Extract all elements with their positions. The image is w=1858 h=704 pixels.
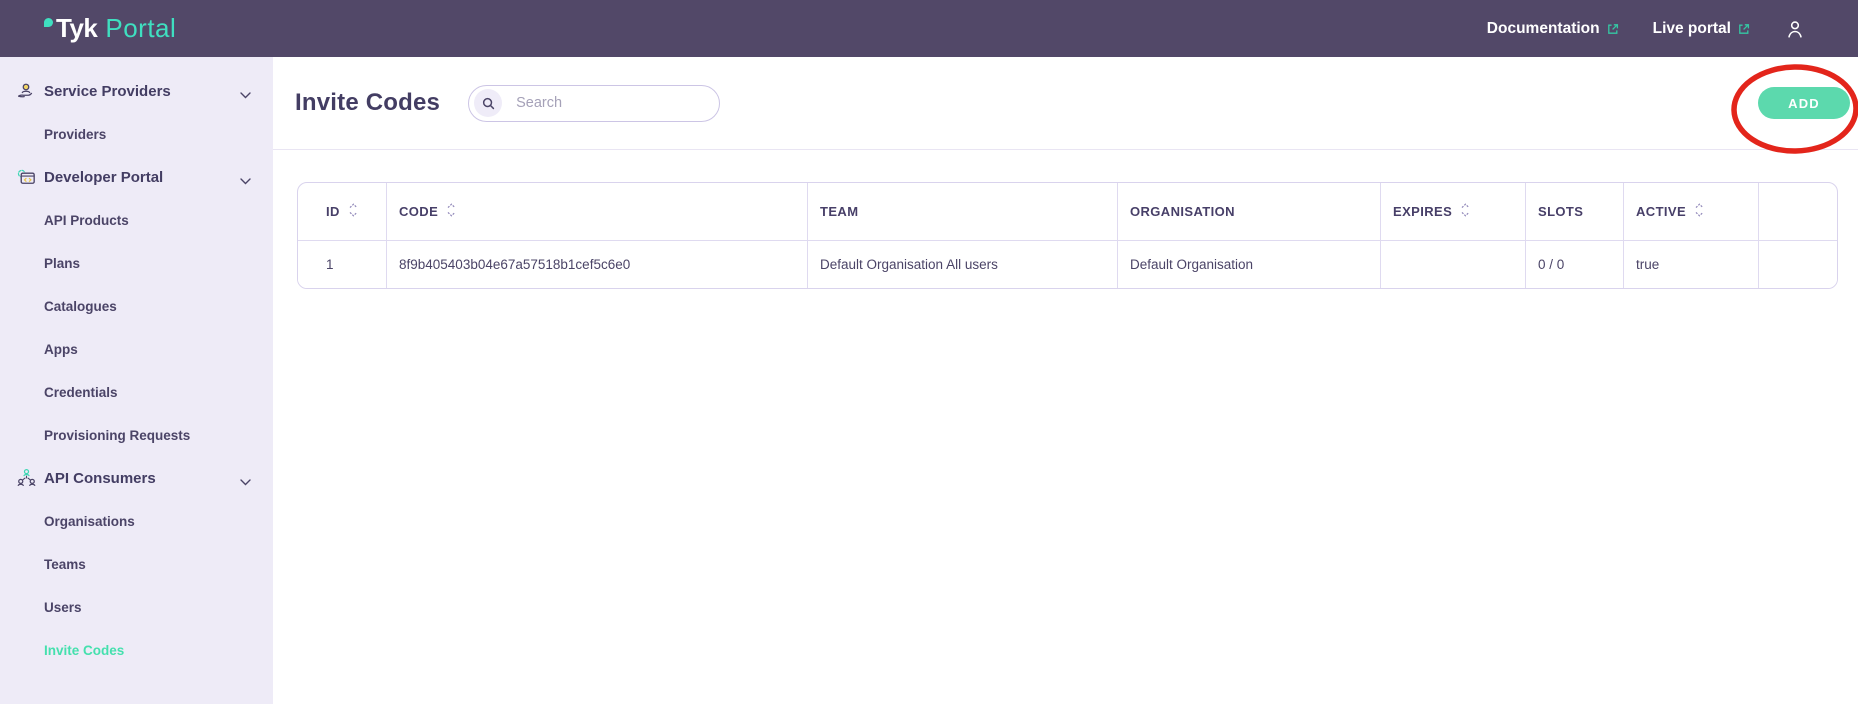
column-header-slots: SLOTS <box>1526 183 1624 241</box>
documentation-link-label: Documentation <box>1486 19 1600 37</box>
column-header-code[interactable]: CODE <box>387 183 808 241</box>
table-cell-organisation: Default Organisation <box>1118 241 1381 288</box>
sidebar-item-label: Providers <box>44 127 107 142</box>
external-link-icon <box>1739 23 1750 34</box>
live-portal-link-label: Live portal <box>1652 19 1731 37</box>
chevron-down-icon <box>240 473 251 491</box>
tyk-leaf-icon <box>44 18 53 27</box>
sidebar-section-label: Service Providers <box>44 83 171 100</box>
column-header-label: ID <box>326 204 340 219</box>
chevron-down-icon <box>240 86 251 104</box>
table-cell-empty <box>1759 241 1837 288</box>
invite-codes-table-wrap: ID CODE TEAM ORGANISATION EXPIRES SLOTS ACTIVE… <box>297 182 1838 289</box>
sidebar-item-label: Apps <box>44 342 78 357</box>
column-header-id[interactable]: ID <box>298 183 387 241</box>
sidebar-item-invite-codes[interactable]: Invite Codes <box>0 629 273 672</box>
column-header-expires[interactable]: EXPIRES <box>1381 183 1526 241</box>
table-cell-code: 8f9b405403b04e67a57518b1cef5c6e0 <box>387 241 808 288</box>
sidebar-item-plans[interactable]: Plans <box>0 242 273 285</box>
developer-portal-icon <box>13 166 39 189</box>
table-row[interactable]: 1 8f9b405403b04e67a57518b1cef5c6e0 Default… <box>298 241 1837 288</box>
external-link-icon <box>1607 23 1618 34</box>
column-header-label: SLOTS <box>1538 204 1584 219</box>
sidebar-item-api-products[interactable]: API Products <box>0 199 273 242</box>
sidebar-item-label: Teams <box>44 557 86 572</box>
column-header-label: TEAM <box>820 204 859 219</box>
logo-brand-text: Tyk <box>56 13 98 43</box>
sidebar-item-label: Invite Codes <box>44 643 125 658</box>
sidebar-item-provisioning-requests[interactable]: Provisioning Requests <box>0 414 273 457</box>
sort-icon[interactable] <box>1695 203 1704 220</box>
column-header-team: TEAM <box>808 183 1118 241</box>
sort-icon[interactable] <box>349 203 358 220</box>
sidebar-item-label: Plans <box>44 256 81 271</box>
sort-icon[interactable] <box>447 203 456 220</box>
sidebar-section-developer-portal[interactable]: Developer Portal <box>0 156 273 199</box>
column-header-active[interactable]: ACTIVE <box>1624 183 1759 241</box>
sidebar-item-label: Organisations <box>44 514 135 529</box>
sidebar-item-label: Credentials <box>44 385 118 400</box>
sidebar-section-service-providers[interactable]: Service Providers <box>0 70 273 113</box>
sort-icon[interactable] <box>1461 203 1470 220</box>
user-icon <box>1788 20 1802 38</box>
sidebar-item-teams[interactable]: Teams <box>0 543 273 586</box>
documentation-link[interactable]: Documentation <box>1487 20 1619 38</box>
topbar-links: Documentation Live portal <box>1487 18 1806 40</box>
column-header-label: ORGANISATION <box>1130 204 1235 219</box>
sidebar-section-api-consumers[interactable]: API Consumers <box>0 457 273 500</box>
sidebar-item-users[interactable]: Users <box>0 586 273 629</box>
topbar: Tyk Portal Documentation Live portal <box>0 0 1858 57</box>
table-cell-id: 1 <box>298 241 387 288</box>
add-button[interactable]: ADD <box>1758 87 1850 119</box>
sidebar-item-credentials[interactable]: Credentials <box>0 371 273 414</box>
page-title: Invite Codes <box>295 89 441 116</box>
page-header: Invite Codes ADD <box>273 57 1858 154</box>
sidebar-item-label: Users <box>44 600 82 615</box>
table-cell-team: Default Organisation All users <box>808 241 1118 288</box>
table-header-row: ID CODE TEAM ORGANISATION EXPIRES SLOTS ACTIVE <box>298 183 1837 241</box>
live-portal-link[interactable]: Live portal <box>1653 20 1750 38</box>
sidebar-item-apps[interactable]: Apps <box>0 328 273 371</box>
column-header-empty <box>1759 183 1837 241</box>
sidebar-item-catalogues[interactable]: Catalogues <box>0 285 273 328</box>
sidebar-section-label: Developer Portal <box>44 169 164 186</box>
user-account-button[interactable] <box>1784 18 1806 40</box>
logo-product-text: Portal <box>105 13 177 43</box>
column-header-organisation: ORGANISATION <box>1118 183 1381 241</box>
table-cell-expires <box>1381 241 1526 288</box>
sidebar-item-label: Catalogues <box>44 299 117 314</box>
sidebar-item-label: API Products <box>44 213 129 228</box>
table-cell-active: true <box>1624 241 1759 288</box>
service-providers-icon <box>13 81 39 103</box>
sidebar: Service Providers Providers Developer Port… <box>0 57 273 704</box>
sidebar-section-label: API Consumers <box>44 470 156 487</box>
table-cell-slots: 0 / 0 <box>1526 241 1624 288</box>
sidebar-item-organisations[interactable]: Organisations <box>0 500 273 543</box>
tyk-portal-logo[interactable]: Tyk Portal <box>44 13 176 44</box>
column-header-label: CODE <box>399 204 439 219</box>
sidebar-item-label: Provisioning Requests <box>44 428 191 443</box>
search-icon <box>474 89 503 117</box>
sidebar-item-providers[interactable]: Providers <box>0 113 273 156</box>
column-header-label: EXPIRES <box>1393 204 1453 219</box>
chevron-down-icon <box>240 172 251 190</box>
api-consumers-icon <box>13 467 39 490</box>
invite-codes-table: ID CODE TEAM ORGANISATION EXPIRES SLOTS ACTIVE… <box>298 183 1837 288</box>
search-input[interactable] <box>516 95 714 111</box>
column-header-label: ACTIVE <box>1636 204 1687 219</box>
search-box[interactable] <box>468 84 721 122</box>
